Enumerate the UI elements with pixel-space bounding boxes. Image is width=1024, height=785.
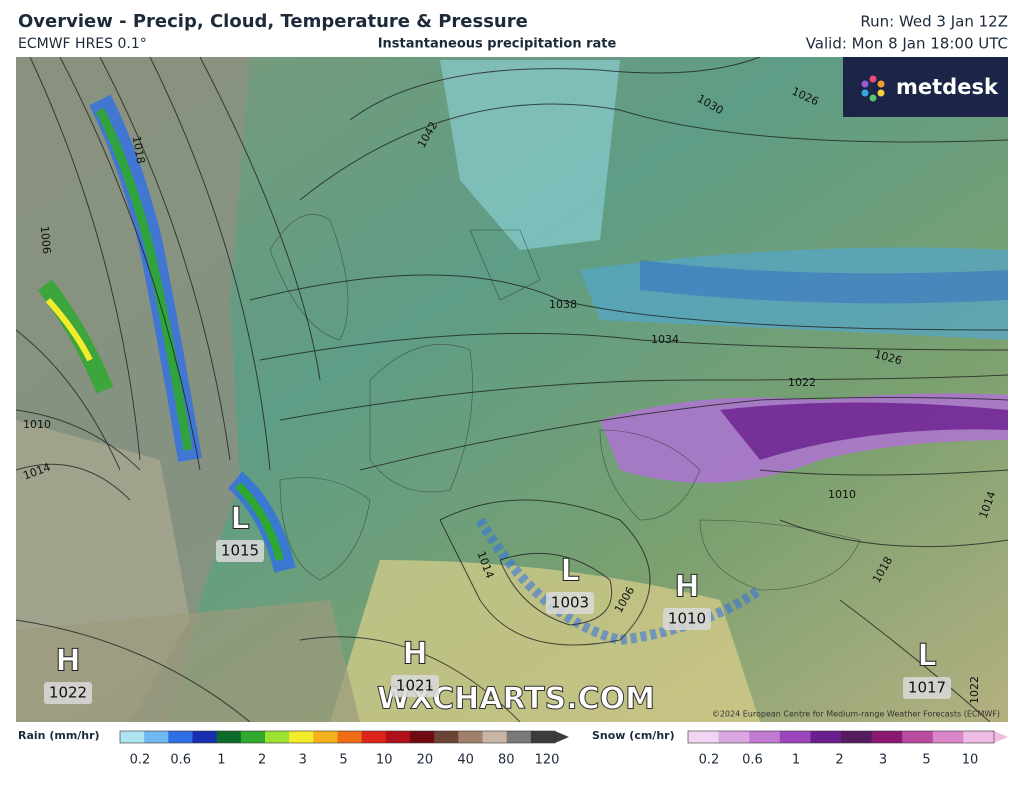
isobar-label: 1022 bbox=[788, 376, 816, 389]
pressure-center-value: 1003 bbox=[551, 594, 589, 612]
rain-legend-label: Rain (mm/hr) bbox=[18, 729, 100, 742]
rain-tick-label: 20 bbox=[417, 753, 434, 768]
pressure-center-value: 1010 bbox=[668, 610, 706, 628]
run-time: Run: Wed 3 Jan 12Z bbox=[860, 13, 1008, 31]
snow-tick-label: 5 bbox=[922, 753, 930, 768]
pressure-center-type: H bbox=[674, 570, 699, 605]
rain-legend-arrow bbox=[555, 731, 569, 743]
rain-swatch bbox=[240, 731, 266, 743]
watermark: WXCHARTS.COM bbox=[377, 682, 655, 717]
snow-swatch bbox=[963, 731, 995, 743]
pressure-value-box bbox=[44, 682, 92, 704]
isobar-label: 1018 bbox=[130, 135, 148, 165]
pressure-center-type: H bbox=[55, 644, 80, 679]
pressure-center-value: 1017 bbox=[908, 679, 946, 697]
rain-swatch bbox=[192, 731, 218, 743]
rain-swatch bbox=[313, 731, 338, 743]
rain-swatch bbox=[120, 731, 145, 743]
rain-tick-label: 10 bbox=[376, 753, 393, 768]
snow-swatch bbox=[749, 731, 781, 743]
isobar-label: 1034 bbox=[651, 333, 679, 346]
rain-swatch bbox=[265, 731, 290, 743]
title: Overview - Precip, Cloud, Temperature & … bbox=[18, 11, 528, 32]
rain-swatch bbox=[144, 731, 169, 743]
snow-swatch bbox=[718, 731, 750, 743]
valid-time: Valid: Mon 8 Jan 18:00 UTC bbox=[806, 35, 1008, 53]
rain-swatch bbox=[168, 731, 193, 743]
rain-tick-label: 3 bbox=[299, 753, 307, 768]
rain-tick-label: 1 bbox=[217, 753, 225, 768]
rain-tick-label: 120 bbox=[535, 753, 560, 768]
product: Instantaneous precipitation rate bbox=[378, 37, 617, 52]
rain-tick-label: 0.2 bbox=[130, 753, 151, 768]
isobar-label: 1010 bbox=[23, 418, 51, 431]
rain-tick-label: 2 bbox=[258, 753, 266, 768]
model: ECMWF HRES 0.1° bbox=[18, 36, 147, 52]
rain-swatch bbox=[337, 731, 363, 743]
snow-legend-label: Snow (cm/hr) bbox=[592, 729, 675, 742]
pressure-value-box bbox=[391, 675, 439, 697]
rain-swatch bbox=[289, 731, 314, 743]
snow-swatch bbox=[902, 731, 934, 743]
snow-tick-label: 1 bbox=[792, 753, 800, 768]
rain-swatch bbox=[410, 731, 435, 743]
snow-tick-label: 3 bbox=[879, 753, 887, 768]
rain-swatch bbox=[434, 731, 459, 743]
copyright: ©2024 European Centre for Medium-range W… bbox=[712, 710, 1000, 719]
logo-text: metdesk bbox=[896, 75, 999, 99]
snow-swatch bbox=[779, 731, 811, 743]
pressure-value-box bbox=[903, 677, 951, 699]
snow-tick-label: 2 bbox=[835, 753, 843, 768]
isobar-label: 1010 bbox=[828, 488, 856, 501]
snow-legend-frame bbox=[687, 730, 995, 744]
snow-swatch bbox=[932, 731, 964, 743]
pressure-value-box bbox=[216, 540, 264, 562]
rain-swatch bbox=[458, 731, 483, 743]
rain-tick-label: 0.6 bbox=[170, 753, 191, 768]
country-borders bbox=[269, 214, 861, 591]
pressure-value-box bbox=[663, 608, 711, 630]
rain-swatch bbox=[530, 731, 556, 743]
map bbox=[16, 57, 1008, 722]
rain-swatch bbox=[216, 731, 242, 743]
snow-legend-arrow bbox=[994, 731, 1008, 743]
snow-tick-label: 0.6 bbox=[742, 753, 763, 768]
rain-swatch bbox=[506, 731, 532, 743]
logo-icon bbox=[861, 75, 885, 102]
logo-box bbox=[843, 57, 1008, 117]
rain-tick-label: 40 bbox=[457, 753, 474, 768]
pressure-center-type: H bbox=[402, 637, 427, 672]
snow-tick-label: 0.2 bbox=[699, 753, 720, 768]
isobar-label: 1006 bbox=[38, 225, 53, 254]
rain-swatch bbox=[385, 731, 411, 743]
isobar-label: 1022 bbox=[968, 676, 981, 704]
rain-tick-label: 5 bbox=[339, 753, 347, 768]
pressure-center-type: L bbox=[917, 639, 936, 674]
snow-tick-label: 10 bbox=[962, 753, 979, 768]
snow-swatch bbox=[810, 731, 842, 743]
rain-legend-frame bbox=[119, 730, 556, 744]
pressure-center-type: L bbox=[230, 502, 249, 537]
snow-swatch bbox=[841, 731, 873, 743]
pressure-center-value: 1022 bbox=[49, 684, 87, 702]
rain-tick-label: 80 bbox=[498, 753, 515, 768]
pressure-value-box bbox=[546, 592, 594, 614]
isobar-label: 1038 bbox=[549, 298, 577, 311]
pressure-center-value: 1015 bbox=[221, 542, 259, 560]
pressure-center-value: 1021 bbox=[396, 677, 434, 695]
rain-swatch bbox=[482, 731, 508, 743]
snow-swatch bbox=[871, 731, 903, 743]
rain-swatch bbox=[361, 731, 387, 743]
snow-swatch bbox=[688, 731, 720, 743]
pressure-center-type: L bbox=[560, 554, 579, 589]
